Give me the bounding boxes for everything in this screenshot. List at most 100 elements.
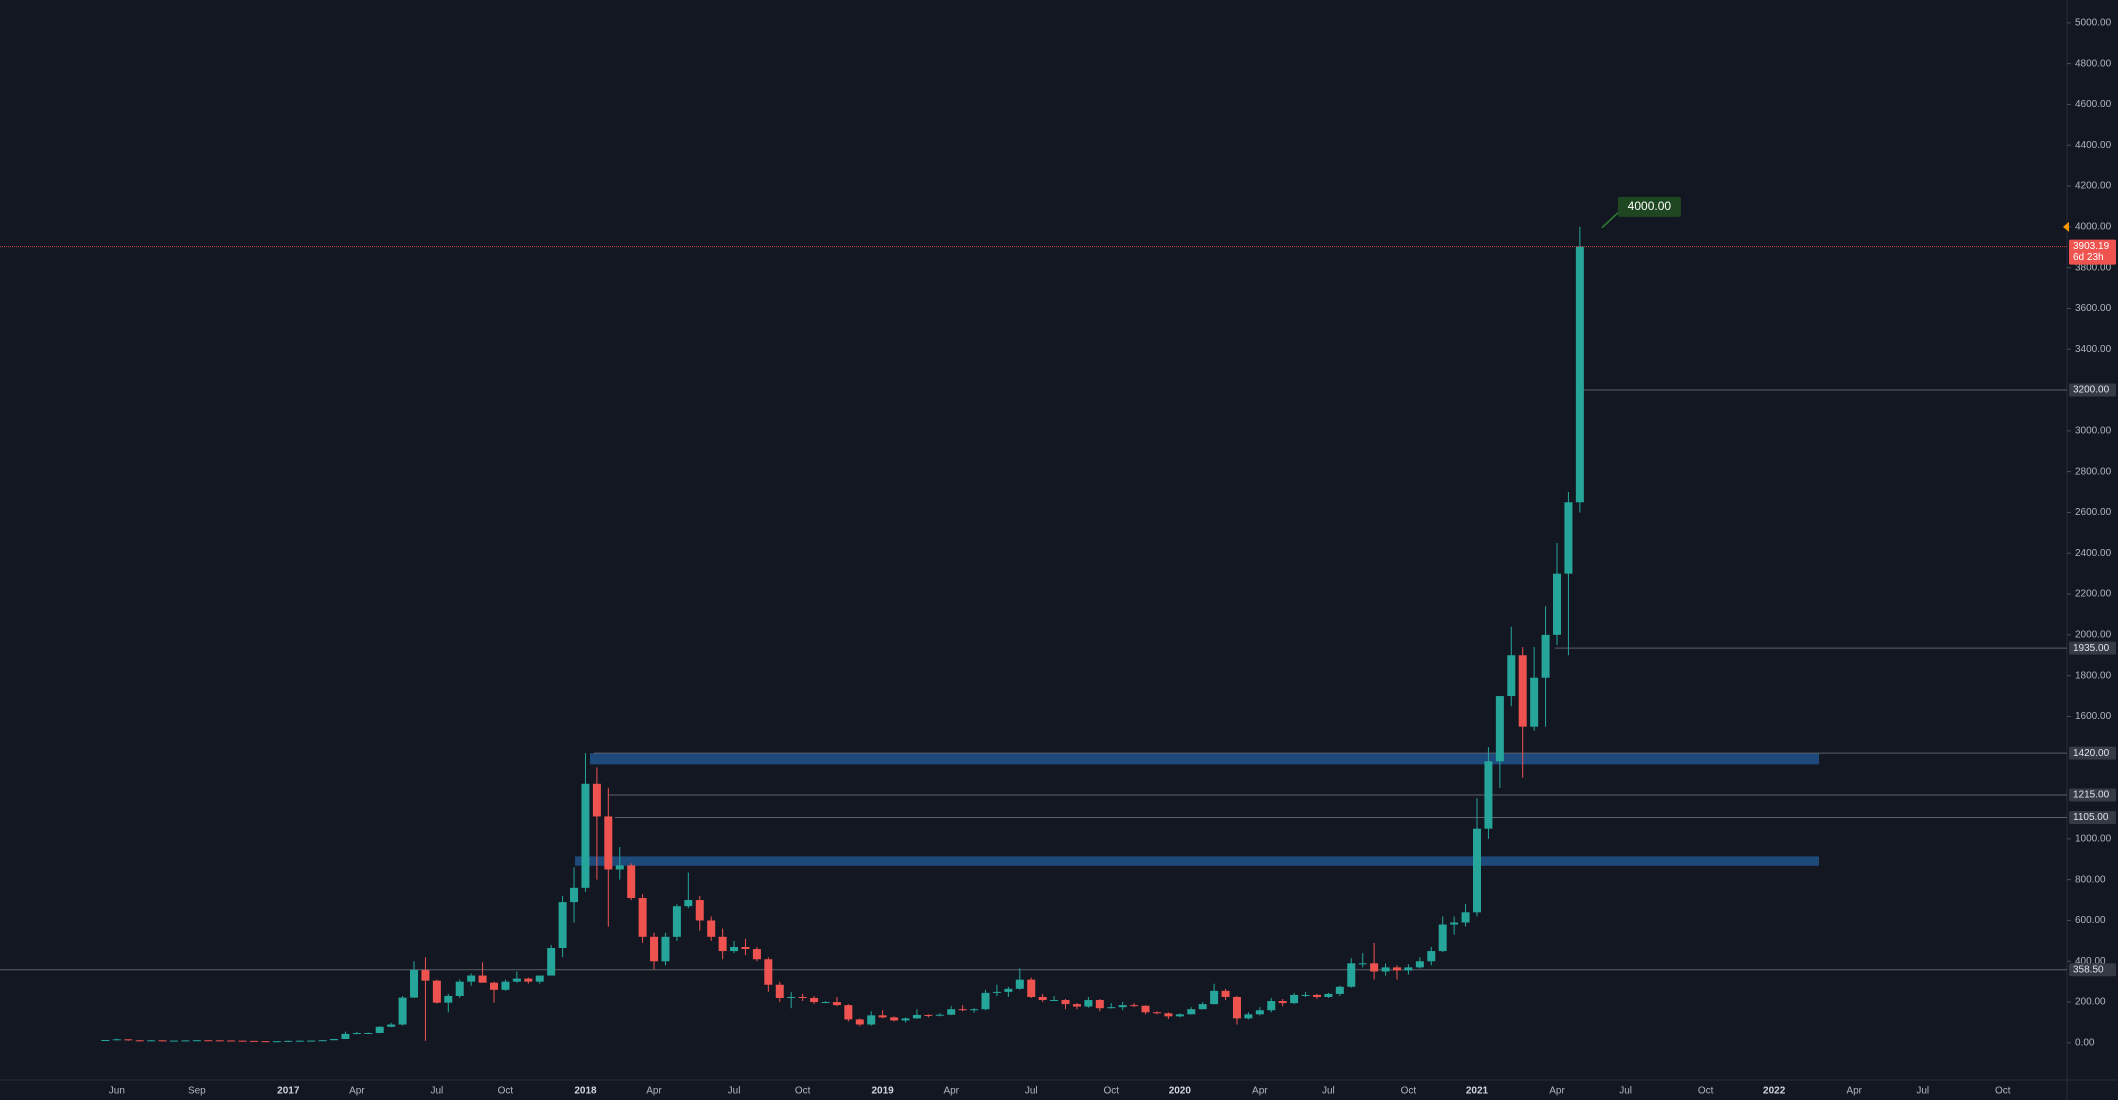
candle-body: [1290, 994, 1299, 1004]
level-label-box: [2069, 383, 2116, 397]
x-tick-label: 2017: [277, 1086, 300, 1097]
candle-body: [284, 1040, 293, 1042]
last-price-label: 3903.19: [2073, 241, 2110, 252]
annotation-label: 4000.00: [1628, 199, 1672, 213]
last-price-box: [2069, 239, 2116, 265]
candle-body: [947, 1009, 956, 1015]
candle-body: [672, 906, 681, 937]
candle-body: [307, 1040, 316, 1042]
candle-body: [1141, 1005, 1150, 1013]
candle-body: [1118, 1005, 1127, 1008]
candle-body: [684, 900, 693, 907]
candle-body: [1255, 1010, 1264, 1015]
y-tick-label: 600.00: [2075, 915, 2106, 926]
candle-body: [810, 997, 819, 1003]
candle-body: [444, 995, 453, 1003]
candle-body: [295, 1040, 304, 1042]
candle-body: [1152, 1012, 1161, 1014]
candle-body: [1564, 502, 1573, 574]
level-label: 1105.00: [2073, 812, 2109, 823]
candle-body: [227, 1040, 236, 1042]
x-tick-label: Apr: [943, 1086, 959, 1097]
candle-body: [535, 975, 544, 982]
x-tick-label: Oct: [1103, 1086, 1119, 1097]
candle-body: [1015, 979, 1024, 989]
candle-body: [718, 936, 727, 952]
candle-body: [604, 816, 613, 870]
level-label-box: [2069, 788, 2116, 802]
y-tick-label: 4600.00: [2075, 99, 2112, 110]
candle-body: [169, 1040, 178, 1042]
candle-body: [1472, 828, 1482, 913]
candle-body: [935, 1014, 944, 1016]
y-tick-label: 2400.00: [2075, 548, 2112, 559]
candle-body: [524, 978, 533, 982]
candle-body: [375, 1026, 384, 1033]
candle-body: [912, 1014, 921, 1019]
x-tick-label: Jul: [1322, 1086, 1335, 1097]
candle-body: [124, 1039, 133, 1041]
x-tick-label: Jul: [1025, 1086, 1038, 1097]
y-tick-label: 0.00: [2075, 1038, 2095, 1049]
candle-body: [467, 975, 476, 982]
level-label: 1935.00: [2073, 643, 2110, 654]
candle-body: [1335, 986, 1344, 994]
candle-body: [650, 936, 659, 962]
candle-body: [478, 975, 487, 983]
candle-body: [364, 1032, 373, 1034]
candle-body: [1484, 761, 1493, 829]
y-tick-label: 2200.00: [2075, 589, 2112, 600]
candle-body: [878, 1015, 887, 1018]
level-label-box: [2069, 746, 2116, 760]
candle-body: [158, 1040, 167, 1042]
y-tick-label: 3600.00: [2075, 303, 2112, 314]
annotation-box: [1617, 196, 1681, 217]
candle-body: [1278, 1001, 1287, 1004]
x-tick-label: Oct: [1995, 1086, 2011, 1097]
x-tick-label: Jul: [1619, 1086, 1632, 1097]
x-tick-label: 2022: [1763, 1086, 1786, 1097]
candle-body: [1232, 996, 1241, 1019]
candle-body: [970, 1009, 979, 1011]
candle-body: [775, 984, 784, 998]
candle-body: [1450, 922, 1459, 925]
candle-body: [147, 1040, 156, 1042]
candle-body: [695, 900, 704, 921]
candle-body: [627, 865, 636, 899]
candle-body: [192, 1040, 201, 1042]
x-tick-label: 2019: [872, 1086, 895, 1097]
x-tick-label: Apr: [349, 1086, 365, 1097]
candle-body: [615, 865, 624, 870]
candle-body: [1050, 1000, 1059, 1002]
y-tick-label: 2800.00: [2075, 466, 2112, 477]
candle-body: [787, 996, 796, 998]
candle-body: [1301, 994, 1310, 996]
candle-body: [1530, 677, 1539, 727]
candle-body: [1518, 655, 1527, 727]
x-tick-label: Apr: [1846, 1086, 1862, 1097]
y-tick-label: 2600.00: [2075, 507, 2112, 518]
candle-body: [501, 981, 510, 990]
x-tick-label: Apr: [1549, 1086, 1565, 1097]
candle-body: [1404, 967, 1413, 971]
x-tick-label: Apr: [646, 1086, 662, 1097]
annotation-pointer: [1601, 212, 1619, 229]
candle-body: [570, 887, 579, 903]
x-tick-label: Oct: [1401, 1086, 1417, 1097]
annotation-marker: [2063, 221, 2069, 232]
candle-body: [204, 1040, 213, 1042]
candle-body: [215, 1040, 224, 1042]
candle-body: [341, 1033, 350, 1039]
zone: [575, 856, 1819, 866]
candle-body: [238, 1040, 247, 1042]
candle-body: [1312, 994, 1321, 997]
y-tick-label: 5000.00: [2075, 17, 2112, 28]
candle-body: [1038, 996, 1047, 1001]
x-tick-label: Sep: [188, 1086, 206, 1097]
candle-body: [249, 1040, 258, 1042]
candle-body: [581, 783, 590, 888]
x-tick-label: Jul: [430, 1086, 443, 1097]
candle-body: [592, 783, 601, 817]
